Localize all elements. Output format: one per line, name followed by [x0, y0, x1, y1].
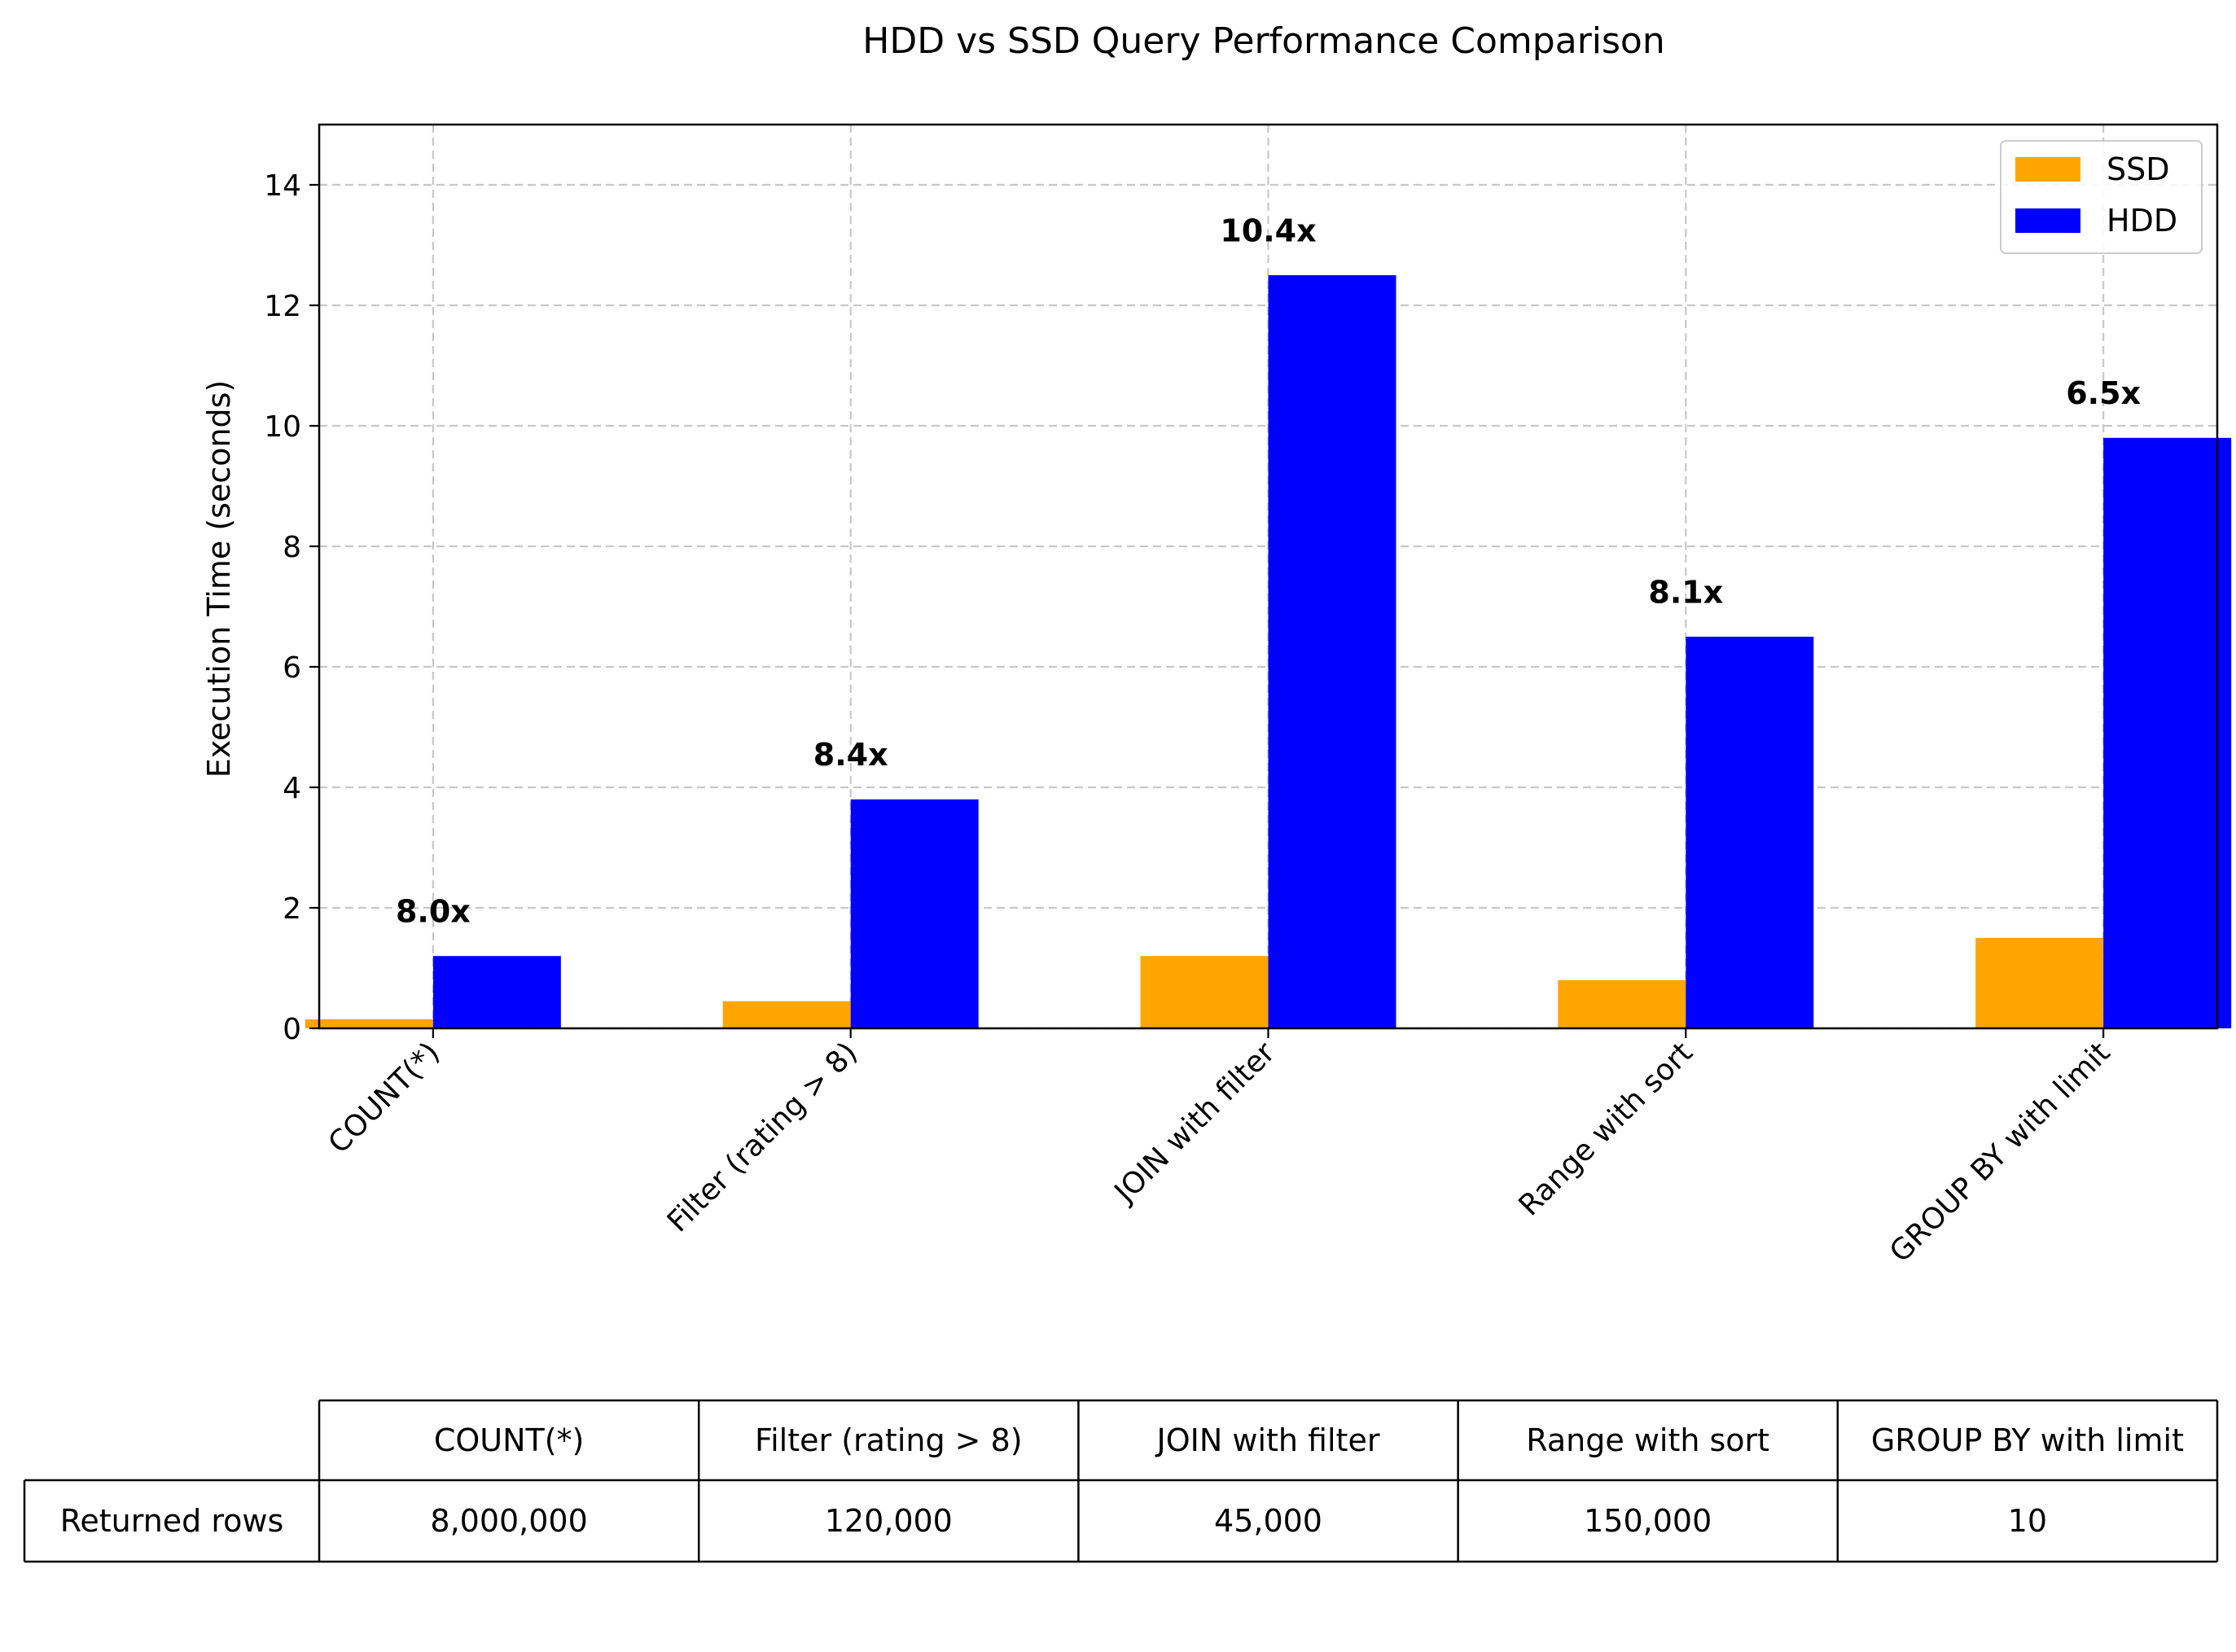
y-tick-label: 6: [283, 651, 301, 685]
speedup-ratio-label: 8.4x: [813, 737, 888, 773]
y-tick-label: 0: [283, 1013, 301, 1046]
bar-ssd: [1558, 979, 1686, 1028]
bars: [305, 275, 2232, 1028]
bar-hdd: [1686, 637, 1814, 1028]
bar-hdd: [432, 956, 561, 1028]
table-column-header: Filter (rating > 8): [755, 1422, 1023, 1458]
bar-hdd: [1268, 275, 1396, 1028]
y-axis-label: Execution Time (seconds): [201, 380, 237, 778]
speedup-ratio-label: 8.1x: [1648, 574, 1723, 610]
y-tick-label: 10: [264, 410, 301, 444]
y-axis-ticks: 0 2 4 6 8 10 12 14: [264, 169, 319, 1046]
bar-ssd: [722, 1001, 851, 1028]
bar-ssd: [305, 1019, 433, 1028]
speedup-ratio-label: 6.5x: [2066, 375, 2141, 411]
table-column-header: GROUP BY with limit: [1871, 1422, 2184, 1458]
bar-ssd: [1140, 956, 1269, 1028]
table-cell: 10: [2008, 1503, 2047, 1539]
table-cell: 8,000,000: [430, 1503, 587, 1539]
bar-hdd: [2103, 437, 2232, 1028]
bar-ssd: [1975, 938, 2104, 1028]
speedup-ratio-label: 8.0x: [396, 894, 471, 930]
table-column-header: Range with sort: [1526, 1422, 1769, 1458]
y-tick-label: 8: [283, 531, 301, 564]
y-tick-label: 2: [283, 892, 301, 926]
table-cell: 120,000: [825, 1503, 953, 1539]
legend-label-hdd: HDD: [2107, 203, 2177, 239]
table-cell: 150,000: [1584, 1503, 1712, 1539]
returned-rows-table: COUNT(*) Filter (rating > 8) JOIN with fil…: [23, 1399, 2219, 1563]
ratio-labels: 8.0x 8.4x 10.4x 8.1x 6.5x: [396, 213, 2141, 929]
y-tick-label: 14: [264, 169, 301, 203]
legend-swatch-ssd: [2015, 157, 2080, 182]
table-cell: 45,000: [1214, 1503, 1322, 1539]
table-column-header: JOIN with filter: [1155, 1422, 1380, 1458]
chart-title: HDD vs SSD Query Performance Comparison: [862, 20, 1664, 62]
legend-swatch-hdd: [2015, 208, 2080, 233]
y-tick-label: 4: [283, 772, 301, 805]
table-row-label: Returned rows: [60, 1503, 284, 1539]
bar-hdd: [850, 799, 979, 1028]
table-column-header: COUNT(*): [434, 1422, 585, 1458]
y-tick-label: 12: [264, 290, 301, 323]
speedup-ratio-label: 10.4x: [1220, 213, 1316, 248]
legend: SSD HDD: [2000, 140, 2203, 254]
legend-label-ssd: SSD: [2107, 151, 2170, 187]
